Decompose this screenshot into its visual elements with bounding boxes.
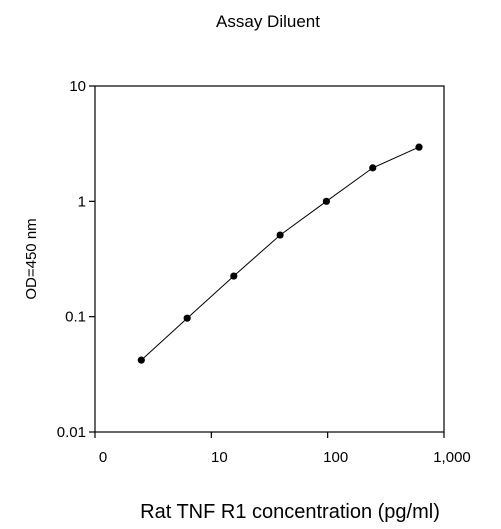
x-axis-label: Rat TNF R1 concentration (pg/ml) xyxy=(140,501,440,523)
y-tick-label: 10 xyxy=(69,78,86,95)
x-tick-label: 0 xyxy=(99,449,107,466)
data-point xyxy=(369,164,377,172)
y-tick-label: 0.01 xyxy=(57,424,86,441)
y-axis-label: OD=450 nm xyxy=(23,218,40,299)
plot-frame xyxy=(94,85,445,433)
y-tick-label: 1 xyxy=(78,193,86,210)
x-tick-label: 10 xyxy=(211,449,228,466)
data-point xyxy=(276,231,284,239)
series-line xyxy=(140,146,420,361)
x-tick-label: 1,000 xyxy=(433,449,471,466)
data-point xyxy=(137,356,145,364)
x-axis: 0 10 100 1,000 xyxy=(94,432,471,466)
y-tick-label: 0.1 xyxy=(65,309,86,326)
series-points xyxy=(137,143,423,364)
x-tick-label: 100 xyxy=(323,449,348,466)
y-axis: 0.01 0.1 1 10 xyxy=(57,78,95,441)
data-point xyxy=(183,314,191,322)
data-point xyxy=(322,197,330,205)
data-point xyxy=(415,143,423,151)
chart-title: Assay Diluent xyxy=(216,12,320,31)
data-point xyxy=(230,272,238,280)
